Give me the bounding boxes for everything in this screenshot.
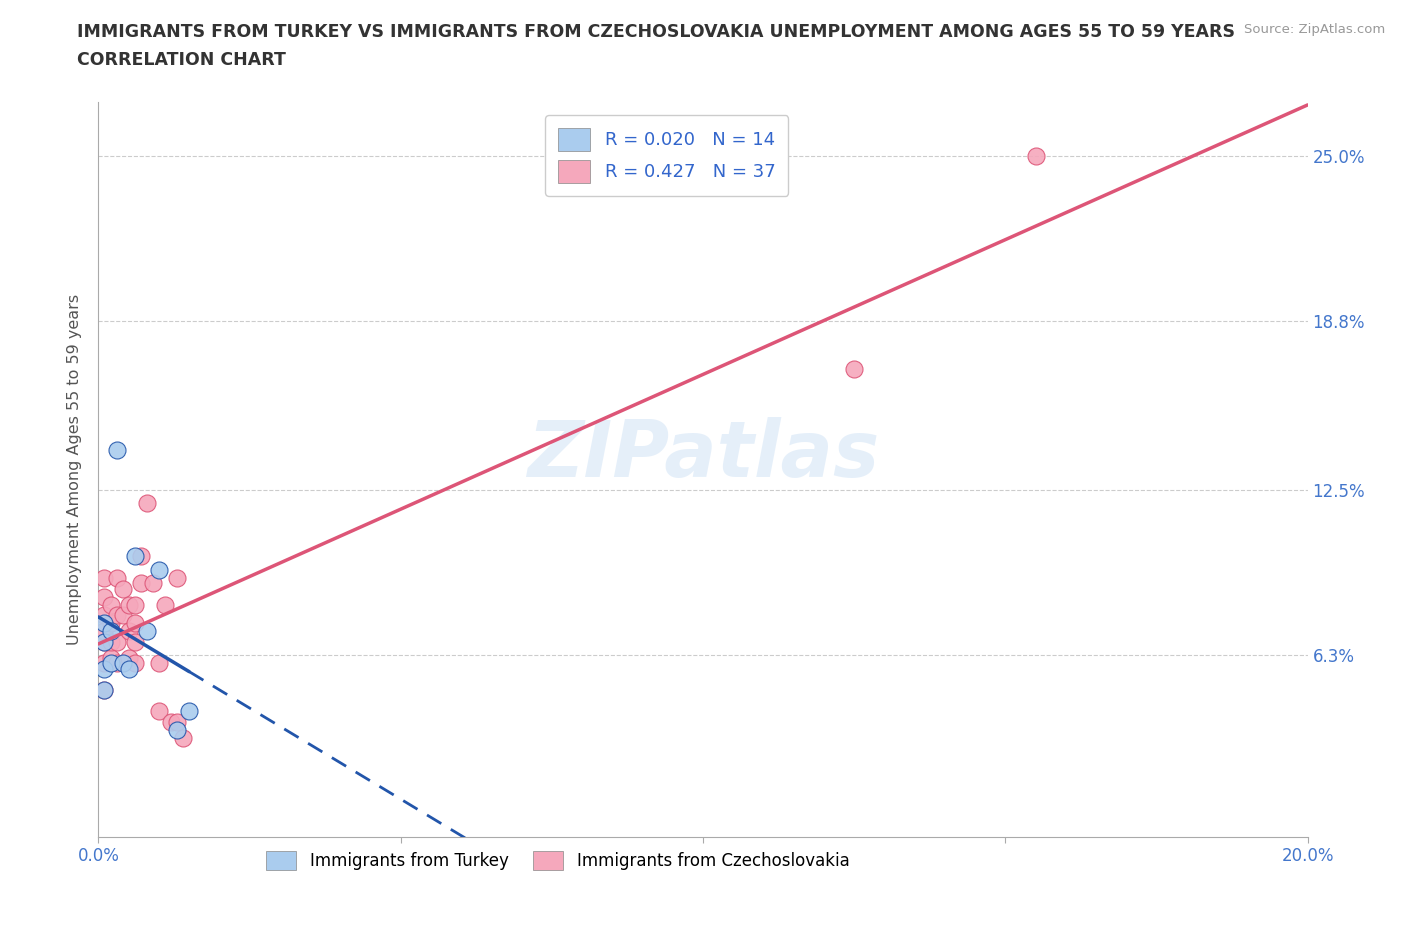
Point — [129, 549, 152, 564]
Point — [135, 624, 157, 639]
Point — [166, 723, 188, 737]
Point — [93, 616, 115, 631]
Point — [124, 634, 146, 649]
Point — [124, 656, 146, 671]
Point — [179, 704, 201, 719]
Point — [93, 624, 115, 639]
Point — [129, 576, 152, 591]
Point — [100, 616, 122, 631]
Point — [153, 597, 176, 612]
Point — [118, 661, 141, 676]
Point — [93, 589, 115, 604]
Point — [844, 362, 866, 377]
Point — [148, 704, 170, 719]
Point — [118, 651, 141, 666]
Point — [148, 656, 170, 671]
Point — [93, 661, 115, 676]
Point — [142, 576, 165, 591]
Point — [105, 570, 128, 585]
Point — [118, 624, 141, 639]
Point — [111, 656, 134, 671]
Point — [105, 634, 128, 649]
Point — [148, 563, 170, 578]
Text: CORRELATION CHART: CORRELATION CHART — [77, 51, 287, 69]
Point — [93, 683, 115, 698]
Point — [100, 656, 122, 671]
Legend: Immigrants from Turkey, Immigrants from Czechoslovakia: Immigrants from Turkey, Immigrants from … — [260, 844, 856, 876]
Text: IMMIGRANTS FROM TURKEY VS IMMIGRANTS FROM CZECHOSLOVAKIA UNEMPLOYMENT AMONG AGES: IMMIGRANTS FROM TURKEY VS IMMIGRANTS FRO… — [77, 23, 1236, 41]
Point — [105, 608, 128, 623]
Point — [124, 597, 146, 612]
Point — [93, 683, 115, 698]
Point — [118, 597, 141, 612]
Point — [93, 570, 115, 585]
Point — [135, 496, 157, 511]
Point — [124, 616, 146, 631]
Point — [93, 608, 115, 623]
Text: ZIPatlas: ZIPatlas — [527, 417, 879, 493]
Point — [93, 656, 115, 671]
Point — [160, 714, 183, 729]
Point — [1024, 148, 1046, 163]
Y-axis label: Unemployment Among Ages 55 to 59 years: Unemployment Among Ages 55 to 59 years — [67, 294, 83, 645]
Point — [166, 570, 188, 585]
Point — [93, 634, 115, 649]
Point — [100, 651, 122, 666]
Point — [100, 597, 122, 612]
Point — [111, 608, 134, 623]
Point — [124, 549, 146, 564]
Text: Source: ZipAtlas.com: Source: ZipAtlas.com — [1244, 23, 1385, 36]
Point — [172, 731, 194, 746]
Point — [105, 442, 128, 457]
Point — [111, 581, 134, 596]
Point — [166, 714, 188, 729]
Point — [105, 656, 128, 671]
Point — [93, 634, 115, 649]
Point — [100, 634, 122, 649]
Point — [100, 624, 122, 639]
